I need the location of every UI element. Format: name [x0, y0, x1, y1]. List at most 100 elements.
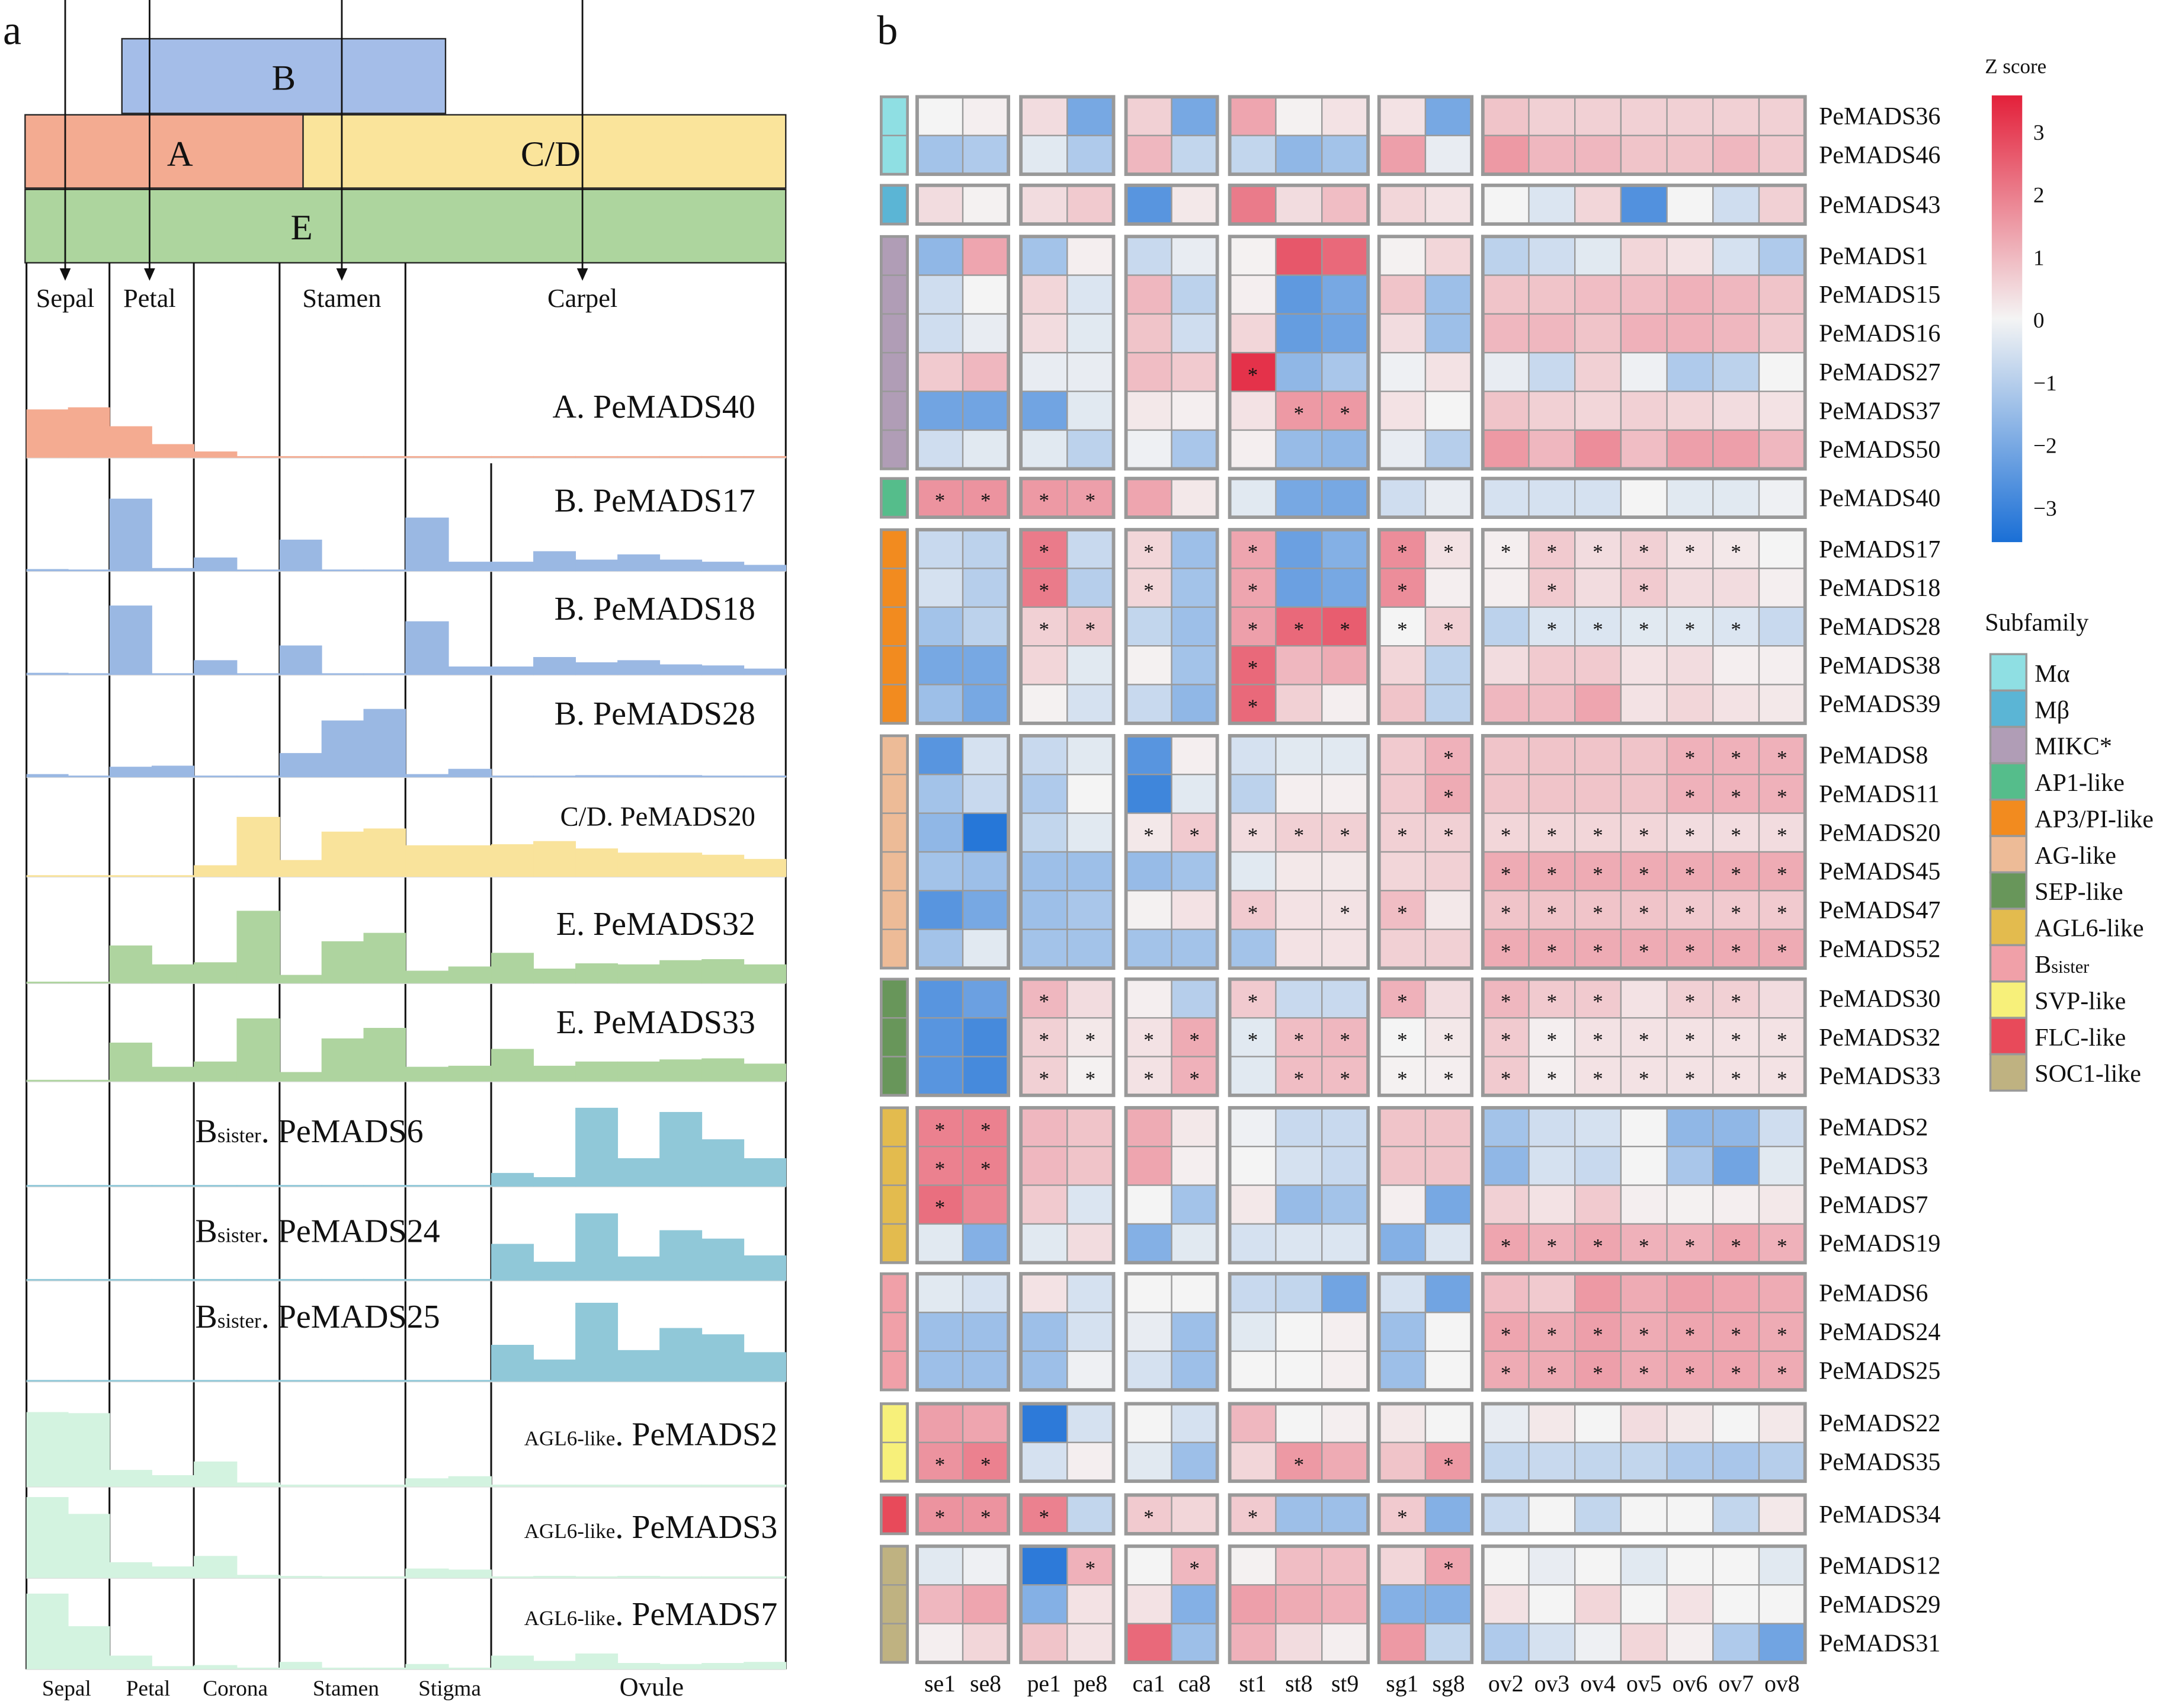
significance-star: *: [1443, 1068, 1454, 1091]
gene-row-label: PeMADS43: [1819, 191, 1940, 219]
significance-star: *: [1443, 785, 1454, 808]
heatmap-cell: [1712, 184, 1760, 225]
expression-bar: [617, 1484, 661, 1487]
heatmap-cell: [1528, 1184, 1576, 1225]
expression-bar: [617, 775, 661, 777]
heatmap-cell: [1321, 684, 1369, 725]
subfamily-cell: [880, 1623, 908, 1664]
heatmap-cell: [1712, 274, 1760, 315]
heatmap-cell: [1528, 645, 1576, 685]
expression-bar: [405, 774, 449, 777]
heatmap-cell: [1712, 645, 1760, 685]
heatmap-block-border: [1377, 1402, 1474, 1483]
gene-row-label: PeMADS46: [1819, 142, 1940, 169]
heatmap-cell: [1424, 978, 1473, 1019]
significance-star: *: [1039, 489, 1049, 512]
heatmap-cell: [1020, 1441, 1068, 1482]
heatmap-cell: [916, 890, 964, 930]
heatmap-cell: [1125, 851, 1172, 892]
heatmap-cell: [962, 1017, 1010, 1058]
expression-bar: [26, 1412, 69, 1487]
significance-star: *: [1731, 540, 1741, 563]
expression-bar: [405, 1664, 449, 1669]
significance-star: *: [1777, 1028, 1787, 1052]
heatmap-cell: [1378, 645, 1427, 685]
expression-bar: [236, 1185, 280, 1187]
heatmap-cell: [1378, 1273, 1427, 1313]
significance-star: *: [935, 1157, 946, 1180]
heatmap-cell: [1574, 1350, 1622, 1391]
heatmap-cell: [1125, 1273, 1172, 1313]
heatmap-cell: [1574, 928, 1622, 969]
heatmap-block-border: [1228, 1493, 1370, 1536]
heatmap-cell: [1020, 645, 1068, 685]
heatmap-cell: [1424, 684, 1473, 725]
expression-bar: [279, 1380, 322, 1382]
expression-bar: [617, 1256, 661, 1281]
gene-row-label: PeMADS20: [1819, 819, 1940, 847]
heatmap-block-border: [1481, 977, 1807, 1097]
heatmap-cell: [1758, 1273, 1806, 1313]
heatmap-cell: [1528, 1107, 1576, 1148]
expression-bar: [194, 776, 238, 777]
significance-star: *: [1501, 901, 1511, 924]
heatmap-cell: [1066, 96, 1114, 136]
organ-label: Carpel: [547, 283, 617, 313]
significance-star: *: [1085, 1557, 1095, 1580]
significance-star: *: [1248, 618, 1258, 641]
heatmap-cell: [962, 568, 1010, 608]
subfamily-label: SVP-like: [2035, 988, 2126, 1015]
heatmap-cell: [1758, 1312, 1806, 1352]
heatmap-cell: [1066, 1494, 1114, 1535]
heatmap-cell: [916, 1107, 964, 1148]
heatmap-cell: [1171, 928, 1218, 969]
significance-star: *: [1039, 1028, 1049, 1052]
gene-label: C/D. PeMADS20: [560, 802, 755, 832]
expression-bar: [575, 559, 619, 572]
heatmap-cell: [1171, 645, 1218, 685]
heatmap-cell: [1620, 645, 1668, 685]
heatmap-block-border: [915, 95, 1011, 177]
heatmap-block-border: [1228, 476, 1370, 519]
heatmap-cell: [1275, 1146, 1323, 1186]
expression-bar: [701, 959, 745, 983]
class-b-label: B: [272, 59, 296, 98]
expression-bar: [744, 1576, 787, 1578]
gene-row-label: PeMADS1: [1819, 243, 1928, 270]
heatmap-cell: [1574, 478, 1622, 518]
expression-bar: [533, 1065, 576, 1082]
expression-bar: [405, 1478, 449, 1487]
heatmap-cell: [1125, 1017, 1172, 1058]
heatmap-cell: [1528, 890, 1576, 930]
heatmap-cell: [1620, 1017, 1668, 1058]
heatmap-cell: [1125, 429, 1172, 470]
heatmap-cell: [1424, 1273, 1473, 1313]
heatmap-cell: [1125, 1545, 1172, 1586]
heatmap-cell: [1020, 1184, 1068, 1225]
heatmap-cell: [1424, 1107, 1473, 1148]
significance-star: *: [1443, 824, 1454, 847]
significance-star: *: [1501, 824, 1511, 847]
gene-name: . PeMADS2: [615, 1416, 777, 1453]
heatmap-block-border: [1377, 1493, 1474, 1536]
heatmap-cell: [1020, 528, 1068, 569]
heatmap-cell: [1712, 1223, 1760, 1264]
heatmap-cell: [1528, 184, 1576, 225]
heatmap-cell: [1171, 236, 1218, 276]
subfamily-label: AGL6-like: [2035, 915, 2144, 943]
heatmap-cell: [1229, 96, 1277, 136]
column-label: st1: [1239, 1671, 1266, 1697]
expression-bar: [405, 621, 449, 675]
expression-bar: [617, 1576, 661, 1578]
gene-name: . PeMADS3: [615, 1509, 777, 1546]
gene-label: E. PeMADS32: [556, 906, 755, 943]
heatmap-cell: [1424, 1184, 1473, 1225]
heatmap-cell: [1620, 1494, 1668, 1535]
expression-bar: [363, 1185, 406, 1187]
heatmap-cell: [962, 429, 1010, 470]
significance-star: *: [1085, 618, 1095, 641]
expression-bar: [151, 964, 195, 983]
expression-bar: [491, 1344, 534, 1382]
heatmap-block-border: [1377, 95, 1474, 177]
zscore-ticks: 3 2 1 0 −1 −2 −3: [2033, 121, 2057, 521]
